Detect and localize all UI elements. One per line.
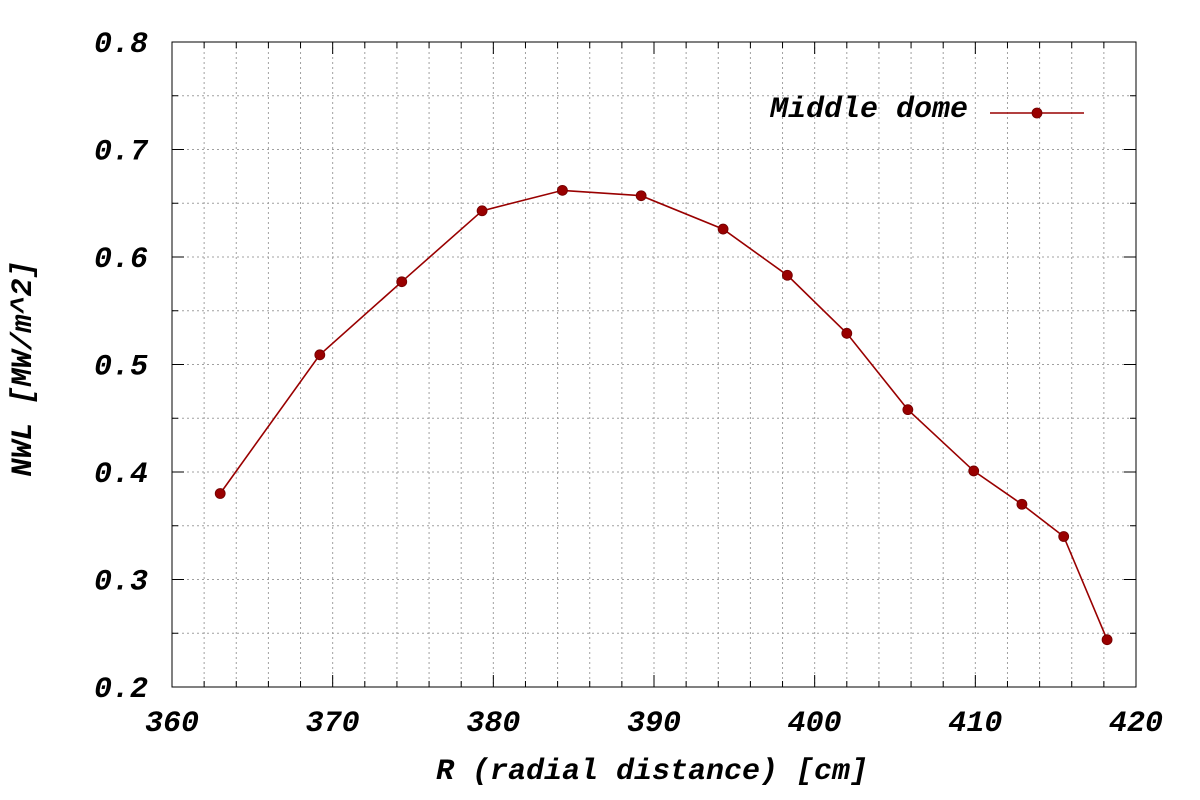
y-tick-label: 0.2 — [94, 673, 148, 707]
x-axis-tick-labels: 360 370 380 390 400 410 420 — [145, 707, 1163, 741]
data-point — [1058, 531, 1070, 542]
x-tick-label: 420 — [1109, 707, 1163, 741]
axis-ticks — [171, 41, 1137, 688]
x-tick-label: 370 — [306, 707, 360, 741]
y-tick-label: 0.5 — [94, 351, 148, 385]
legend-label: Middle dome — [769, 93, 968, 127]
grid — [172, 42, 1136, 687]
data-point — [476, 205, 488, 217]
x-axis-label: R (radial distance) [cm] — [436, 755, 868, 789]
y-axis-label: NWL [MW/m^2] — [7, 260, 41, 476]
y-tick-label: 0.7 — [94, 136, 149, 170]
data-point — [902, 404, 914, 416]
y-tick-label: 0.3 — [94, 566, 148, 600]
data-point — [314, 349, 326, 361]
legend-marker — [1031, 107, 1043, 119]
x-tick-label: 400 — [788, 707, 842, 741]
x-tick-label: 380 — [466, 707, 520, 741]
x-tick-label: 410 — [948, 707, 1002, 741]
x-tick-label: 360 — [145, 707, 199, 741]
data-point — [781, 269, 793, 281]
series-line — [219, 189, 1108, 641]
data-point — [214, 488, 226, 499]
data-point — [396, 276, 408, 288]
x-tick-label: 390 — [627, 707, 681, 741]
data-point — [841, 327, 853, 339]
y-tick-label: 0.6 — [94, 243, 148, 277]
legend: Middle dome — [769, 93, 1084, 127]
data-point — [635, 190, 647, 202]
y-tick-label: 0.4 — [94, 458, 148, 492]
y-axis-tick-labels: 0.2 0.3 0.4 0.5 0.6 0.7 0.8 — [94, 28, 149, 707]
series-layer — [214, 184, 1113, 646]
data-point — [1016, 498, 1028, 510]
y-tick-label: 0.8 — [94, 28, 148, 62]
data-point — [968, 465, 980, 477]
data-point — [1101, 634, 1113, 646]
data-point — [717, 223, 729, 235]
data-point — [557, 184, 568, 196]
